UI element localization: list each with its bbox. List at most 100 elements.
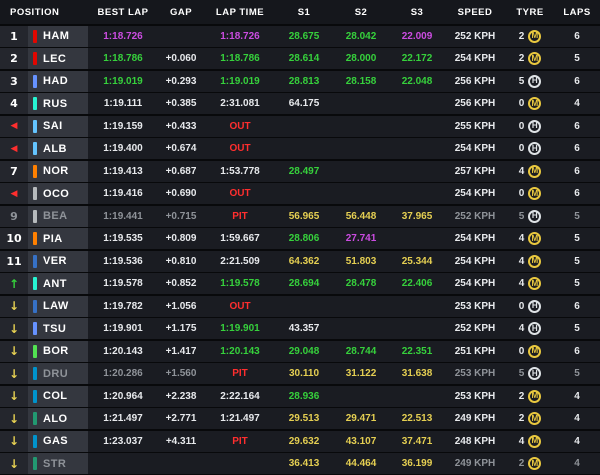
position-number: 10 bbox=[6, 232, 22, 245]
sector-3 bbox=[390, 296, 444, 317]
driver-row[interactable]: 10 PIA 1:19.535 +0.809 1:59.667 28.806 2… bbox=[0, 228, 600, 249]
tyre-cell: 2 M bbox=[506, 408, 554, 429]
medium-tyre-icon: M bbox=[528, 29, 542, 43]
laps-count: 4 bbox=[574, 390, 580, 402]
sector-1: 43.357 bbox=[288, 323, 320, 334]
tyre-age: 4 bbox=[518, 323, 525, 334]
best-lap: 1:18.786 bbox=[103, 53, 143, 64]
driver-row[interactable]: 1 HAM 1:18.726 1:18.726 28.675 28.042 22… bbox=[0, 25, 600, 47]
driver-row[interactable]: 7 NOR 1:19.413 +0.687 1:53.778 28.497 25… bbox=[0, 160, 600, 182]
best-lap: 1:19.019 bbox=[103, 75, 143, 87]
team-color-bar bbox=[33, 187, 37, 200]
driver-row[interactable]: 9 BEA 1:19.441 +0.715 PIT 56.965 56.448 … bbox=[0, 205, 600, 227]
position-cell: 3 bbox=[0, 70, 28, 92]
medium-tyre-icon: M bbox=[528, 254, 542, 268]
driver-row[interactable]: ↓ GAS 1:23.037 +4.311 PIT 29.632 43.107 … bbox=[0, 430, 600, 452]
driver-row[interactable]: ◀ SAI 1:19.159 +0.433 OUT 255 KPH 0 H 6 bbox=[0, 115, 600, 137]
driver-row[interactable]: ↓ LAW 1:19.782 +1.056 OUT 253 KPH 0 H 6 bbox=[0, 295, 600, 317]
driver-row[interactable]: ◀ OCO 1:19.416 +0.690 OUT 254 KPH 0 M 6 bbox=[0, 183, 600, 204]
driver-row[interactable]: ↓ ALO 1:21.497 +2.771 1:21.497 29.513 29… bbox=[0, 408, 600, 429]
lap-time: 1:53.778 bbox=[220, 165, 260, 177]
driver-row[interactable]: 4 RUS 1:19.111 +0.385 2:31.081 64.175 25… bbox=[0, 93, 600, 114]
driver-row[interactable]: ↓ DRU 1:20.286 +1.560 PIT 30.110 31.122 … bbox=[0, 363, 600, 384]
driver-row[interactable]: ↓ TSU 1:19.901 +1.175 1:19.901 43.357 25… bbox=[0, 318, 600, 339]
speed: 254 KPH bbox=[454, 233, 496, 244]
gap: +0.690 bbox=[165, 188, 197, 199]
best-lap: 1:19.901 bbox=[103, 323, 143, 334]
driver-code: RUS bbox=[43, 97, 68, 110]
driver-row[interactable]: 2 LEC 1:18.786 +0.060 1:18.786 28.614 28… bbox=[0, 48, 600, 69]
best-lap: 1:23.037 bbox=[103, 435, 143, 447]
col-header-gap: GAP bbox=[169, 6, 193, 18]
gap: +0.674 bbox=[165, 143, 197, 154]
position-number: 3 bbox=[10, 74, 18, 88]
speed: 249 KPH bbox=[454, 413, 496, 424]
laps-count: 4 bbox=[574, 458, 580, 469]
tyre-cell: 0 H bbox=[506, 138, 554, 159]
driver-row[interactable]: 3 HAD 1:19.019 +0.293 1:19.019 28.813 28… bbox=[0, 70, 600, 92]
col-header-s2: S2 bbox=[354, 6, 368, 18]
best-lap: 1:19.416 bbox=[103, 188, 143, 199]
laps-count: 5 bbox=[574, 210, 580, 222]
col-header-tyre: TYRE bbox=[516, 6, 544, 18]
gap: +2.238 bbox=[165, 390, 197, 402]
lap-time: OUT bbox=[229, 188, 251, 199]
hard-tyre-icon: H bbox=[528, 119, 542, 133]
laps-count: 6 bbox=[574, 345, 580, 357]
col-header-speed: SPEED bbox=[457, 6, 493, 18]
yellow-down-arrow-icon: ↓ bbox=[8, 321, 20, 336]
gap: +1.417 bbox=[165, 345, 197, 357]
driver-cell: RUS bbox=[28, 93, 88, 114]
driver-row[interactable]: ↑ ANT 1:19.578 +0.852 1:19.578 28.694 28… bbox=[0, 273, 600, 294]
sector-2 bbox=[332, 93, 390, 114]
medium-tyre-icon: M bbox=[528, 434, 542, 448]
sector-3 bbox=[390, 138, 444, 159]
best-lap: 1:19.578 bbox=[103, 278, 143, 289]
speed: 256 KPH bbox=[454, 75, 496, 87]
sector-3: 22.009 bbox=[401, 30, 433, 42]
driver-row[interactable]: 11 VER 1:19.536 +0.810 2:21.509 64.362 5… bbox=[0, 250, 600, 272]
tyre-age: 0 bbox=[518, 120, 525, 132]
driver-rows: 1 HAM 1:18.726 1:18.726 28.675 28.042 22… bbox=[0, 24, 600, 474]
hard-tyre-icon: H bbox=[528, 74, 542, 88]
col-header-laps: LAPS bbox=[563, 6, 591, 18]
laps-count: 6 bbox=[574, 165, 580, 177]
sector-1 bbox=[276, 296, 332, 317]
driver-code: ANT bbox=[43, 277, 67, 290]
team-color-bar bbox=[33, 344, 37, 358]
col-header-best-lap: BEST LAP bbox=[97, 6, 149, 18]
green-up-arrow-icon: ↑ bbox=[8, 276, 20, 291]
tyre-cell: 2 M bbox=[506, 453, 554, 474]
sector-2: 28.158 bbox=[345, 75, 377, 87]
driver-cell: BEA bbox=[28, 205, 88, 227]
gap: +0.687 bbox=[165, 165, 197, 177]
sector-3 bbox=[390, 228, 444, 249]
driver-cell: HAM bbox=[28, 25, 88, 47]
speed: 253 KPH bbox=[454, 300, 496, 312]
driver-row[interactable]: ◀ ALB 1:19.400 +0.674 OUT 254 KPH 0 H 6 bbox=[0, 138, 600, 159]
lap-time: 2:21.509 bbox=[220, 255, 260, 267]
tyre-cell: 0 M bbox=[506, 93, 554, 114]
position-cell: ◀ bbox=[0, 138, 28, 159]
position-number: 1 bbox=[10, 29, 18, 43]
tyre-age: 0 bbox=[518, 188, 525, 199]
sector-2: 28.000 bbox=[345, 53, 377, 64]
lap-time: PIT bbox=[232, 210, 248, 222]
speed: 254 KPH bbox=[454, 53, 496, 64]
sector-3 bbox=[390, 386, 444, 407]
driver-row[interactable]: ↓ COL 1:20.964 +2.238 2:22.164 28.936 25… bbox=[0, 385, 600, 407]
driver-cell: VER bbox=[28, 250, 88, 272]
yellow-down-arrow-icon: ↓ bbox=[8, 411, 20, 426]
driver-row[interactable]: ↓ STR 36.413 44.464 36.199 249 KPH 2 M 4 bbox=[0, 453, 600, 474]
laps-count: 6 bbox=[574, 30, 580, 42]
tyre-cell: 4 M bbox=[506, 273, 554, 294]
tyre-cell: 0 M bbox=[506, 183, 554, 204]
team-color-bar bbox=[33, 209, 37, 223]
sector-1: 28.614 bbox=[288, 53, 320, 64]
driver-row[interactable]: ↓ BOR 1:20.143 +1.417 1:20.143 29.048 28… bbox=[0, 340, 600, 362]
laps-count: 5 bbox=[574, 53, 580, 64]
sector-3: 36.199 bbox=[401, 458, 433, 469]
lap-time bbox=[204, 453, 276, 474]
position-cell: 7 bbox=[0, 160, 28, 182]
speed: 249 KPH bbox=[454, 458, 496, 469]
